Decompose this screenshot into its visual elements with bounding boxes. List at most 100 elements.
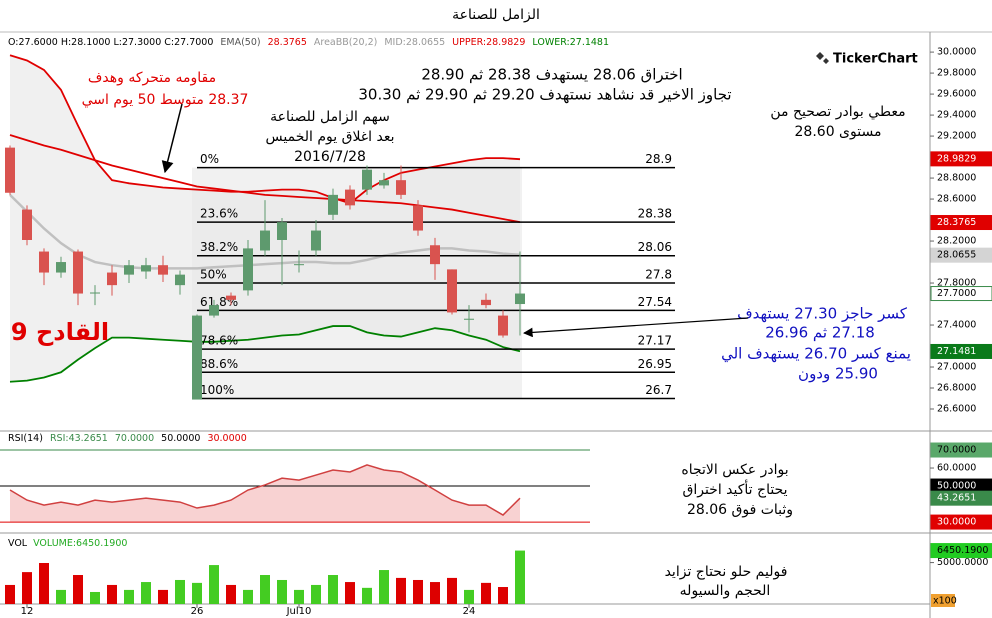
unit-label: x100 xyxy=(933,596,957,607)
y-tick-label: 29.4000 xyxy=(937,110,976,121)
rsi-line xyxy=(9,464,521,516)
annotation: 28.37 متوسط 50 يوم اسي xyxy=(82,92,249,108)
candle-body xyxy=(260,230,270,251)
volume-bar xyxy=(396,577,406,604)
volume-bar xyxy=(311,584,321,604)
x-tick-label: 26 xyxy=(191,606,204,617)
y-tick-label: 27.0000 xyxy=(937,362,976,373)
value-badge xyxy=(930,215,992,231)
annotation: اختراق 28.06 يستهدف 28.38 ثم 28.90 xyxy=(421,66,682,84)
annotation: فوليم حلو نحتاج تزايد xyxy=(665,564,788,580)
candle-body xyxy=(379,180,389,186)
candle-body xyxy=(396,180,406,195)
fib-price: 27.17 xyxy=(638,334,672,348)
volume-bar xyxy=(379,570,389,604)
candle-body xyxy=(22,209,32,240)
y-tick-label: 27.4000 xyxy=(937,320,976,331)
y-tick-label: 60.0000 xyxy=(937,463,976,474)
volume-bar xyxy=(226,584,236,604)
volume-bar xyxy=(209,565,219,604)
logo: TickerChart xyxy=(816,52,918,67)
fib-price: 28.9 xyxy=(645,152,672,166)
fib-price: 28.38 xyxy=(638,207,672,221)
volume-bar xyxy=(175,579,185,604)
volume-bar xyxy=(294,589,304,604)
annotation: وثبات فوق 28.06 xyxy=(687,502,793,518)
header-item: O:27.6000 H:28.1000 L:27.3000 C:27.7000 xyxy=(8,37,213,48)
fib-price: 27.54 xyxy=(638,295,672,309)
candle-body xyxy=(39,251,49,273)
candle-body xyxy=(515,293,525,305)
logo-text: TickerChart xyxy=(833,52,918,67)
header-item: RSI:43.2651 xyxy=(50,433,108,444)
value-badge xyxy=(930,286,992,302)
volume-bar xyxy=(464,589,474,604)
candle-body xyxy=(311,230,321,251)
x-tick-label: Jul10 xyxy=(286,606,312,617)
annotation: سهم الزامل للصناعة xyxy=(270,109,390,125)
value-badge xyxy=(930,343,992,359)
candle-body xyxy=(90,292,100,294)
fib-ratio: 78.6% xyxy=(200,334,238,348)
panel-header: O:27.6000 H:28.1000 L:27.3000 C:27.7000 E… xyxy=(8,37,609,48)
candle-body xyxy=(158,265,168,275)
volume-bar xyxy=(481,582,491,604)
candle-body xyxy=(481,299,491,306)
candle-body xyxy=(243,248,253,291)
fib-ratio: 23.6% xyxy=(200,207,238,221)
header-item: EMA(50) xyxy=(220,37,260,48)
y-tick-label: 5000.0000 xyxy=(937,557,988,568)
candle-body xyxy=(430,245,440,265)
candle-body xyxy=(209,305,219,316)
candle-body xyxy=(175,274,185,286)
annotation: الحجم والسيوله xyxy=(680,583,771,599)
volume-bar xyxy=(73,575,83,604)
candle-body xyxy=(498,315,508,336)
value-badge-label: 70.0000 xyxy=(937,445,976,456)
candle-body xyxy=(56,262,66,273)
volume-bar xyxy=(413,579,423,604)
annotation: 2016/7/28 xyxy=(294,149,366,165)
y-tick-label: 26.8000 xyxy=(937,383,976,394)
annotation: القادح 9 xyxy=(11,318,109,346)
fib-price: 28.06 xyxy=(638,240,672,254)
fib-ratio: 0% xyxy=(200,152,219,166)
annotation: تجاوز الاخير قد نشاهد نستهدف 29.20 ثم 29… xyxy=(358,86,731,104)
annotation: يمنع كسر 26.70 يستهدف الي xyxy=(721,345,911,364)
header-item: 30.0000 xyxy=(207,433,246,444)
annotation: بعد اغلاق يوم الخميس xyxy=(266,129,395,145)
annotation: مستوى 28.60 xyxy=(795,124,882,140)
header-item: 50.0000 xyxy=(161,433,200,444)
fib-ratio: 100% xyxy=(200,383,234,397)
volume-bar xyxy=(90,591,100,604)
value-badge-label: 27.7000 xyxy=(937,288,976,299)
volume-bar xyxy=(515,550,525,604)
header-item: 28.3765 xyxy=(268,37,307,48)
rsi-area xyxy=(10,464,520,523)
header-item: LOWER:27.1481 xyxy=(532,37,609,48)
unit-badge xyxy=(931,594,955,607)
value-badge xyxy=(930,543,992,559)
candle-body xyxy=(294,264,304,266)
volume-bar xyxy=(328,575,338,604)
fib-ratio: 38.2% xyxy=(200,240,238,254)
header-item: VOL xyxy=(8,538,28,549)
volume-bar xyxy=(277,579,287,604)
volume-bar xyxy=(141,582,151,604)
value-badge-label: 6450.1900 xyxy=(937,545,988,556)
candle-body xyxy=(464,318,474,320)
volume-bar xyxy=(430,582,440,604)
candle-body xyxy=(277,222,287,240)
candle-body xyxy=(447,269,457,313)
annotation: مقاومه متحركه وهدف xyxy=(88,70,216,86)
plot: O:27.6000 H:28.1000 L:27.3000 C:27.7000 E… xyxy=(0,37,992,617)
candle-body xyxy=(124,265,134,275)
annotation: 27.18 ثم 26.96 xyxy=(765,324,875,342)
fib-price: 27.8 xyxy=(645,268,672,282)
value-badge-label: 50.0000 xyxy=(937,481,976,492)
candle-body xyxy=(413,205,423,231)
fib-price: 26.95 xyxy=(638,357,672,371)
volume-bar xyxy=(192,582,202,604)
y-tick-label: 28.6000 xyxy=(937,194,976,205)
